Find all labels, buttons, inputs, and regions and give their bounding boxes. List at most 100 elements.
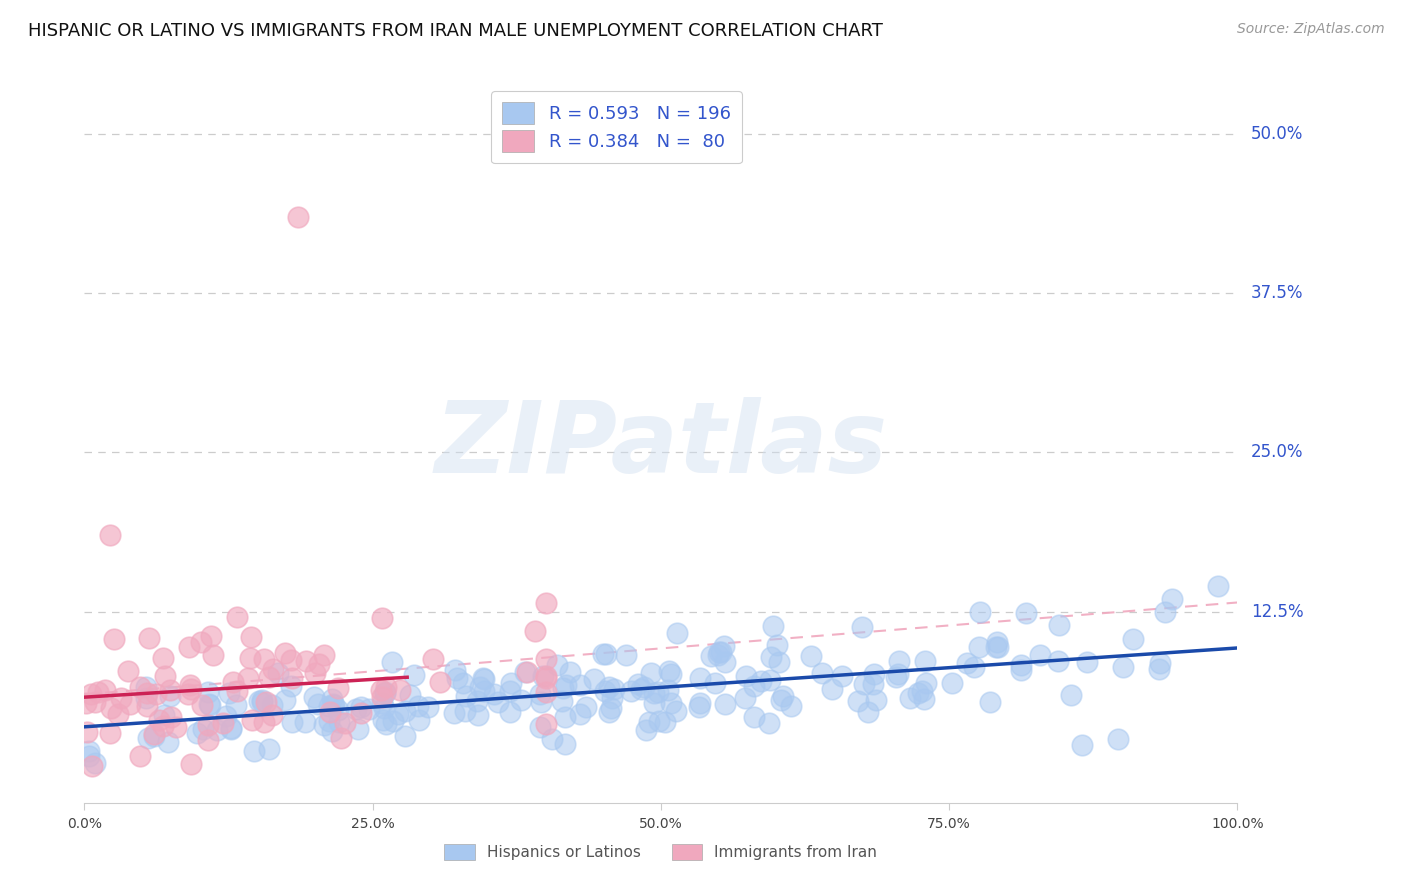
Point [374,681,396,695]
Point [429,674,451,689]
Point [408,699,430,714]
Point [451,675,474,690]
Point [516,665,538,680]
Point [321,723,343,738]
Text: Source: ZipAtlas.com: Source: ZipAtlas.com [1237,22,1385,37]
Point [1122,632,1144,647]
Point [382,714,405,728]
Point [135,699,157,714]
Point [614,648,637,663]
Point [810,666,832,681]
Point [287,210,309,224]
Point [253,652,276,666]
Point [252,692,274,706]
Point [1161,591,1184,606]
Point [374,717,396,731]
Point [956,656,979,670]
Point [143,729,166,743]
Point [82,759,104,773]
Point [554,678,576,692]
Point [1070,739,1092,753]
Point [1060,688,1083,702]
Point [1147,662,1170,676]
Point [135,680,157,694]
Point [620,683,643,698]
Point [714,655,737,669]
Point [219,721,242,735]
Point [257,670,280,684]
Point [98,528,121,542]
Point [488,695,510,709]
Point [193,723,215,737]
Point [225,698,247,712]
Point [592,647,614,661]
Point [197,685,219,699]
Point [75,696,97,710]
Point [534,671,557,685]
Point [318,714,340,729]
Point [83,756,105,770]
Point [118,697,141,711]
Point [551,681,574,695]
Point [274,646,297,660]
Point [307,697,329,711]
Point [240,713,263,727]
Point [600,690,623,705]
Text: 12.5%: 12.5% [1251,603,1303,621]
Point [190,635,212,649]
Point [295,654,318,668]
Point [1112,660,1135,674]
Point [453,704,475,718]
Point [197,718,219,732]
Point [103,632,125,646]
Point [969,605,991,619]
Point [524,624,547,639]
Point [107,706,129,721]
Point [735,669,758,683]
Point [1010,658,1032,673]
Point [800,648,823,663]
Point [648,714,671,729]
Point [582,672,605,686]
Point [531,669,554,683]
Point [1014,606,1036,620]
Point [665,625,688,640]
Point [853,677,876,691]
Point [569,707,592,722]
Point [534,717,557,731]
Point [145,687,167,701]
Point [371,713,394,727]
Point [643,686,665,700]
Point [657,682,679,697]
Point [446,671,468,685]
Point [76,724,98,739]
Point [398,689,420,703]
Text: HISPANIC OR LATINO VS IMMIGRANTS FROM IRAN MALE UNEMPLOYMENT CORRELATION CHART: HISPANIC OR LATINO VS IMMIGRANTS FROM IR… [28,22,883,40]
Point [444,664,467,678]
Point [281,671,304,685]
Point [758,673,780,688]
Point [963,659,986,673]
Point [243,744,266,758]
Point [262,662,284,676]
Point [914,676,936,690]
Point [688,700,710,714]
Point [638,714,661,729]
Point [374,685,396,699]
Point [569,677,592,691]
Point [640,665,662,680]
Point [274,693,297,707]
Point [707,644,730,658]
Point [969,640,991,655]
Point [647,685,669,699]
Point [319,705,342,719]
Point [665,704,688,718]
Point [472,684,495,698]
Point [370,696,392,710]
Point [1149,656,1171,670]
Point [707,648,730,662]
Point [160,710,183,724]
Point [314,648,336,663]
Point [321,692,343,706]
Text: 37.5%: 37.5% [1251,284,1303,302]
